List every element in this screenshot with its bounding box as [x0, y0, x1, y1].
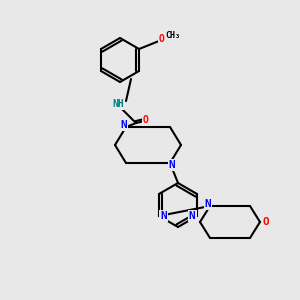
Text: N: N [169, 160, 176, 170]
Text: N: N [160, 211, 167, 221]
Text: N: N [205, 199, 212, 209]
Text: N: N [189, 211, 195, 221]
Text: O: O [159, 34, 165, 44]
Text: CH₃: CH₃ [166, 32, 181, 40]
Text: O: O [143, 115, 149, 125]
Text: NH: NH [112, 99, 124, 109]
Text: O: O [262, 217, 269, 227]
Text: N: N [121, 120, 128, 130]
